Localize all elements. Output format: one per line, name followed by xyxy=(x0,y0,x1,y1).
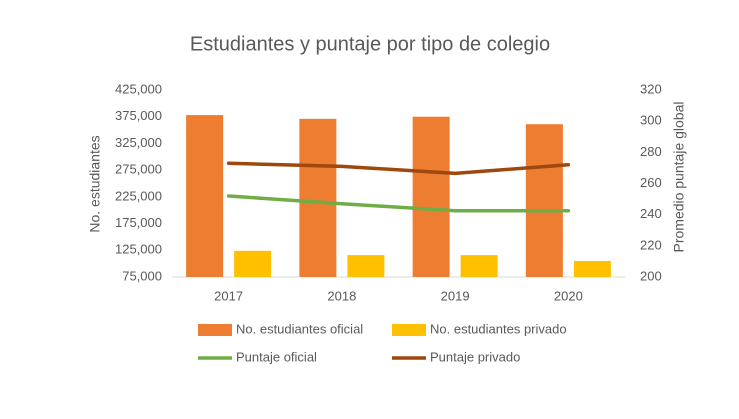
bar xyxy=(186,115,224,278)
y2-axis-title: Promedio puntaje global xyxy=(671,102,687,253)
line xyxy=(226,161,571,176)
y-tick-label: 75,000 xyxy=(122,268,162,283)
legend-label: Puntaje oficial xyxy=(236,349,317,364)
y2-tick-label: 280 xyxy=(640,144,662,159)
y-axis-title: No. estudiantes xyxy=(87,135,103,232)
y-tick-label: 325,000 xyxy=(115,135,162,150)
legend-swatch xyxy=(198,324,232,336)
line xyxy=(226,194,571,213)
y2-tick-label: 320 xyxy=(640,81,662,96)
y2-tick-label: 240 xyxy=(640,206,662,221)
y2-tick-label: 300 xyxy=(640,113,662,128)
legend-swatch xyxy=(392,324,426,336)
x-tick-label: 2020 xyxy=(554,288,583,303)
legend-label: Puntaje privado xyxy=(430,349,520,364)
y-tick-label: 275,000 xyxy=(115,162,162,177)
bar xyxy=(412,116,450,277)
legend-label: No. estudiantes oficial xyxy=(236,321,363,336)
bar xyxy=(573,260,611,277)
bar xyxy=(460,255,498,277)
y-tick-label: 425,000 xyxy=(115,81,162,96)
x-tick-label: 2017 xyxy=(214,288,243,303)
legend-label: No. estudiantes privado xyxy=(430,321,567,336)
y-tick-label: 375,000 xyxy=(115,108,162,123)
bar xyxy=(234,250,272,277)
y2-tick-label: 220 xyxy=(640,237,662,252)
bar xyxy=(299,118,337,277)
y-tick-label: 175,000 xyxy=(115,215,162,230)
y-tick-label: 125,000 xyxy=(115,242,162,257)
chart-title: Estudiantes y puntaje por tipo de colegi… xyxy=(190,33,550,55)
x-tick-label: 2019 xyxy=(441,288,470,303)
y2-tick-label: 200 xyxy=(640,268,662,283)
bar xyxy=(347,255,385,277)
x-tick-label: 2018 xyxy=(327,288,356,303)
y-tick-label: 225,000 xyxy=(115,188,162,203)
bar xyxy=(525,124,563,278)
y2-tick-label: 260 xyxy=(640,175,662,190)
